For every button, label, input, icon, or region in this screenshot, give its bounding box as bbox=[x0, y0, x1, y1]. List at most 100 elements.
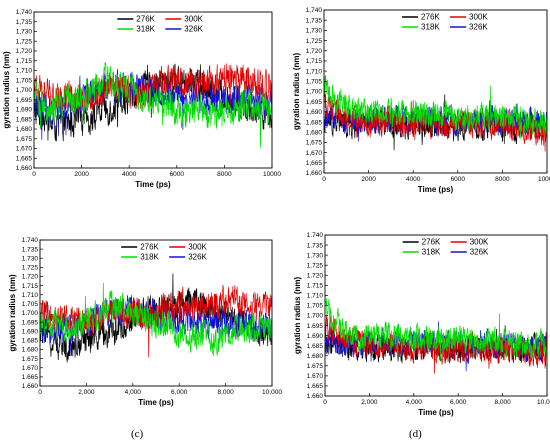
x-tick-label: 0 bbox=[322, 176, 326, 183]
plot-frame bbox=[323, 9, 548, 174]
chart-panel-b: 1,660 1,665 1,670 1,675 1,680 1,685 1,690 1,695… bbox=[275, 0, 550, 198]
y-tick-label: 1,695 bbox=[306, 99, 323, 106]
y-tick-label: 1.725 bbox=[307, 262, 324, 269]
x-tick-label: 6000 bbox=[451, 176, 466, 183]
y-tick-label: 1,700 bbox=[306, 89, 323, 96]
y-tick-label: 1.685 bbox=[307, 343, 324, 350]
x-tick-label: 8000 bbox=[495, 176, 510, 183]
y-tick-label: 1.685 bbox=[22, 338, 39, 345]
chart-svg-d: 1.660 1.665 1.670 1.675 1.680 1.685 1.690 1.695… bbox=[293, 232, 550, 417]
legend-label-318K: 318K bbox=[421, 23, 440, 32]
x-tick-label: 6,000 bbox=[450, 399, 467, 406]
y-tick-label: 1.710 bbox=[307, 293, 324, 300]
y-axis-label: gyration radius (nm) bbox=[293, 276, 302, 354]
y-tick-label: 1,710 bbox=[16, 68, 33, 75]
x-tick-label: 4000 bbox=[406, 176, 421, 183]
y-tick-label: 1.680 bbox=[307, 353, 324, 360]
y-tick-label: 1.665 bbox=[22, 374, 39, 381]
x-tick-label: 10000 bbox=[263, 171, 281, 178]
y-tick-label: 1,735 bbox=[306, 17, 323, 24]
y-tick-label: 1.670 bbox=[307, 373, 324, 380]
y-tick-label: 1,720 bbox=[306, 48, 323, 55]
chart-svg-c: 1.660 1.665 1.670 1.675 1.680 1.685 1.690 1.695… bbox=[8, 237, 282, 407]
series-group bbox=[325, 298, 547, 374]
chart-svg-b: 1,660 1,665 1,670 1,675 1,680 1,685 1,690 1,695… bbox=[292, 7, 550, 194]
y-tick-label: 1.695 bbox=[307, 323, 324, 330]
x-axis-label: Time (ps) bbox=[138, 398, 174, 407]
y-tick-label: 1.660 bbox=[22, 383, 39, 390]
y-tick-label: 1.725 bbox=[22, 265, 39, 272]
series-line-318K bbox=[40, 282, 272, 356]
series-line-318K bbox=[34, 62, 272, 148]
chart-panel-c: 1.660 1.665 1.670 1.675 1.680 1.685 1.690 1.695… bbox=[0, 225, 282, 420]
y-tick-label: 1,675 bbox=[306, 140, 323, 147]
y-tick-label: 1,715 bbox=[306, 58, 323, 65]
x-tick-label: 0 bbox=[38, 389, 42, 396]
y-tick-label: 1,725 bbox=[16, 38, 33, 45]
y-tick-label: 1.735 bbox=[22, 246, 39, 253]
series-line-300K bbox=[324, 92, 547, 152]
y-tick-label: 1.730 bbox=[307, 252, 324, 259]
x-tick-label: 10000 bbox=[538, 176, 550, 183]
y-tick-label: 1.660 bbox=[307, 393, 324, 400]
legend-label-276K: 276K bbox=[422, 238, 441, 247]
chart-panel-d: 1.660 1.665 1.670 1.675 1.680 1.685 1.690 1.695… bbox=[275, 225, 550, 420]
x-tick-label: 0 bbox=[323, 399, 327, 406]
chart-panel-a: 1,660 1,665 1,670 1,675 1,680 1,685 1,690 1,695… bbox=[0, 0, 281, 198]
y-tick-label: 1,695 bbox=[16, 97, 33, 104]
y-tick-label: 1.690 bbox=[22, 328, 39, 335]
y-tick-label: 1.675 bbox=[307, 363, 324, 370]
x-tick-label: 2000 bbox=[74, 171, 89, 178]
y-tick-label: 1,725 bbox=[306, 38, 323, 45]
legend-label-276K: 276K bbox=[421, 13, 440, 22]
y-tick-label: 1.705 bbox=[22, 301, 39, 308]
y-tick-label: 1,690 bbox=[16, 107, 33, 114]
y-tick-label: 1,700 bbox=[16, 87, 33, 94]
y-tick-label: 1,730 bbox=[16, 29, 33, 36]
series-line-300K bbox=[40, 284, 272, 358]
y-tick-label: 1,685 bbox=[16, 116, 33, 123]
x-tick-label: 2,000 bbox=[361, 399, 378, 406]
legend-label-326K: 326K bbox=[469, 23, 488, 32]
caption-d: (d) bbox=[409, 428, 422, 440]
y-tick-label: 1,690 bbox=[306, 109, 323, 116]
y-tick-label: 1.720 bbox=[307, 272, 324, 279]
legend-label-326K: 326K bbox=[184, 25, 203, 34]
y-tick-label: 1,670 bbox=[16, 146, 33, 153]
y-tick-label: 1,680 bbox=[16, 126, 33, 133]
chart-svg-a: 1,660 1,665 1,670 1,675 1,680 1,685 1,690 1,695… bbox=[2, 9, 281, 189]
y-tick-label: 1.695 bbox=[22, 319, 39, 326]
y-tick-label: 1,715 bbox=[16, 58, 33, 65]
y-tick-label: 1.715 bbox=[22, 283, 39, 290]
y-tick-label: 1.730 bbox=[22, 255, 39, 262]
y-tick-label: 1,740 bbox=[306, 7, 323, 14]
x-tick-label: 4000 bbox=[122, 171, 137, 178]
legend-label-300K: 300K bbox=[470, 238, 489, 247]
series-group bbox=[324, 75, 547, 152]
x-axis-label: Time (ps) bbox=[418, 185, 454, 194]
y-tick-label: 1.735 bbox=[307, 242, 324, 249]
y-tick-label: 1,740 bbox=[16, 9, 33, 16]
y-tick-label: 1.720 bbox=[22, 274, 39, 281]
legend-label-318K: 318K bbox=[140, 253, 159, 262]
series-line-318K bbox=[324, 75, 547, 139]
y-tick-label: 1,705 bbox=[16, 77, 33, 84]
y-tick-label: 1,660 bbox=[16, 165, 33, 172]
y-tick-label: 1.715 bbox=[307, 283, 324, 290]
y-tick-label: 1.740 bbox=[307, 232, 324, 239]
y-tick-label: 1,680 bbox=[306, 129, 323, 136]
y-tick-label: 1,735 bbox=[16, 19, 33, 26]
y-tick-label: 1,685 bbox=[306, 119, 323, 126]
legend-label-318K: 318K bbox=[422, 248, 441, 257]
x-tick-label: 10,000 bbox=[262, 389, 282, 396]
x-tick-label: 4,000 bbox=[406, 399, 423, 406]
y-axis-label: gyration radius (nm) bbox=[292, 52, 301, 130]
y-tick-label: 1,710 bbox=[306, 68, 323, 75]
x-tick-label: 4,000 bbox=[125, 389, 142, 396]
plot-frame bbox=[324, 234, 548, 397]
y-tick-label: 1.670 bbox=[22, 365, 39, 372]
caption-c: (c) bbox=[131, 428, 144, 440]
y-tick-label: 1,665 bbox=[16, 155, 33, 162]
y-tick-label: 1,660 bbox=[306, 170, 323, 177]
y-tick-label: 1.680 bbox=[22, 347, 39, 354]
